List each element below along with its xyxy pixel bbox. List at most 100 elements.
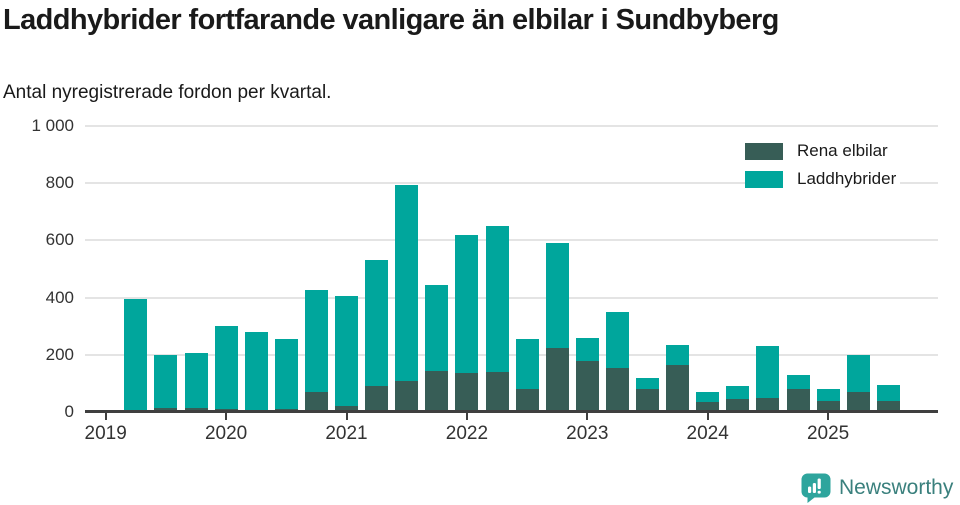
bar-2020-q2[interactable] xyxy=(244,331,268,412)
segment-rena-elbilar xyxy=(304,391,328,412)
segment-laddhybrider xyxy=(756,346,780,398)
segment-rena-elbilar xyxy=(756,397,780,412)
segment-laddhybrider xyxy=(455,234,479,374)
x-axis-label-2022: 2022 xyxy=(445,423,489,444)
brand-footer[interactable]: Newsworthy xyxy=(801,473,953,503)
segment-rena-elbilar xyxy=(636,389,659,412)
x-axis-tick-2020 xyxy=(225,413,228,420)
bar-2023-q3[interactable] xyxy=(636,377,659,412)
y-axis-label-400: 400 xyxy=(45,287,74,307)
segment-laddhybrider xyxy=(696,391,720,402)
y-axis-label-800: 800 xyxy=(45,173,74,193)
segment-rena-elbilar xyxy=(485,371,509,412)
x-axis-label-2019: 2019 xyxy=(84,423,127,444)
bar-2023-q4[interactable] xyxy=(666,344,690,412)
bar-2024-q1[interactable] xyxy=(696,391,720,412)
x-axis-tick-2022 xyxy=(465,413,468,420)
y-axis-label-200: 200 xyxy=(45,344,74,364)
segment-rena-elbilar xyxy=(726,399,750,412)
legend-item-laddhybrider: Laddhybrider xyxy=(745,169,901,188)
bar-2021-q1[interactable] xyxy=(335,296,358,412)
gridline-1000 xyxy=(85,125,938,127)
segment-rena-elbilar xyxy=(335,406,358,412)
segment-rena-elbilar xyxy=(184,407,208,412)
legend: Rena elbilar Laddhybrider xyxy=(745,141,901,198)
bar-2022-q1[interactable] xyxy=(455,234,479,412)
bar-2020-q4[interactable] xyxy=(304,290,328,412)
legend-label-rena-elbilar: Rena elbilar xyxy=(797,141,888,160)
x-axis-tick-2024 xyxy=(706,413,709,420)
segment-laddhybrider xyxy=(425,284,449,371)
segment-laddhybrider xyxy=(485,226,509,372)
bar-2024-q2[interactable] xyxy=(726,386,750,412)
gridline-600 xyxy=(85,239,938,242)
segment-laddhybrider xyxy=(876,384,900,401)
segment-rena-elbilar xyxy=(425,370,449,412)
x-axis-label-2020: 2020 xyxy=(204,423,248,444)
x-axis-tick-2021 xyxy=(345,413,348,420)
legend-swatch-rena-elbilar xyxy=(745,142,783,160)
segment-rena-elbilar xyxy=(365,386,389,412)
segment-laddhybrider xyxy=(846,354,870,392)
segment-laddhybrider xyxy=(605,311,629,368)
bar-2020-q3[interactable] xyxy=(274,339,298,412)
segment-laddhybrider xyxy=(335,296,358,407)
bar-2025-q2[interactable] xyxy=(846,354,870,412)
bar-2023-q1[interactable] xyxy=(575,337,599,412)
bar-2020-q1[interactable] xyxy=(214,326,238,412)
bar-2024-q4[interactable] xyxy=(786,374,810,412)
y-axis-label-1000: 1 000 xyxy=(31,116,74,135)
gridline-200 xyxy=(85,353,938,356)
x-axis-tick-2019 xyxy=(104,413,107,420)
segment-laddhybrider xyxy=(244,331,268,411)
x-axis-tick-2023 xyxy=(586,413,589,420)
bar-2025-q3[interactable] xyxy=(876,384,900,412)
segment-rena-elbilar xyxy=(575,360,599,412)
segment-rena-elbilar xyxy=(786,389,810,412)
bar-2021-q2[interactable] xyxy=(365,260,389,412)
segment-laddhybrider xyxy=(545,243,569,348)
segment-rena-elbilar xyxy=(605,367,629,412)
segment-rena-elbilar xyxy=(816,400,840,412)
bar-2019-q4[interactable] xyxy=(184,353,208,412)
segment-rena-elbilar xyxy=(876,400,900,412)
bar-2021-q4[interactable] xyxy=(425,284,449,412)
x-axis-tick-2025 xyxy=(827,413,830,420)
segment-rena-elbilar xyxy=(545,347,569,412)
segment-rena-elbilar xyxy=(515,389,539,412)
segment-rena-elbilar xyxy=(666,364,690,412)
x-axis-label-2024: 2024 xyxy=(686,423,729,444)
bar-2022-q2[interactable] xyxy=(485,226,509,412)
bar-2019-q2[interactable] xyxy=(124,299,148,412)
bar-2025-q1[interactable] xyxy=(816,389,840,412)
newsworthy-logo-icon xyxy=(801,473,831,503)
segment-laddhybrider xyxy=(154,354,178,408)
bar-2022-q3[interactable] xyxy=(515,339,539,412)
segment-rena-elbilar xyxy=(154,407,178,412)
y-axis-label-600: 600 xyxy=(45,230,74,250)
segment-laddhybrider xyxy=(786,374,810,390)
segment-laddhybrider xyxy=(666,344,690,365)
bar-2024-q3[interactable] xyxy=(756,346,780,412)
segment-laddhybrider xyxy=(575,337,599,361)
bar-2022-q4[interactable] xyxy=(545,243,569,412)
segment-rena-elbilar xyxy=(395,380,419,412)
x-axis-label-2021: 2021 xyxy=(325,423,368,444)
segment-laddhybrider xyxy=(214,326,238,410)
x-axis-line xyxy=(85,410,938,413)
legend-label-laddhybrider: Laddhybrider xyxy=(797,169,897,188)
segment-rena-elbilar xyxy=(696,402,720,412)
bar-2021-q3[interactable] xyxy=(395,184,419,412)
gridline-400 xyxy=(85,296,938,299)
legend-swatch-laddhybrider xyxy=(745,170,783,188)
bar-2023-q2[interactable] xyxy=(605,311,629,412)
segment-laddhybrider xyxy=(395,184,419,381)
segment-laddhybrider xyxy=(515,339,539,390)
segment-laddhybrider xyxy=(124,299,148,411)
chart-title: Laddhybrider fortfarande vanligare än el… xyxy=(3,4,779,36)
plot-area xyxy=(85,125,938,412)
bar-2019-q3[interactable] xyxy=(154,354,178,412)
gridline-800 xyxy=(85,182,938,185)
brand-name: Newsworthy xyxy=(839,476,954,499)
